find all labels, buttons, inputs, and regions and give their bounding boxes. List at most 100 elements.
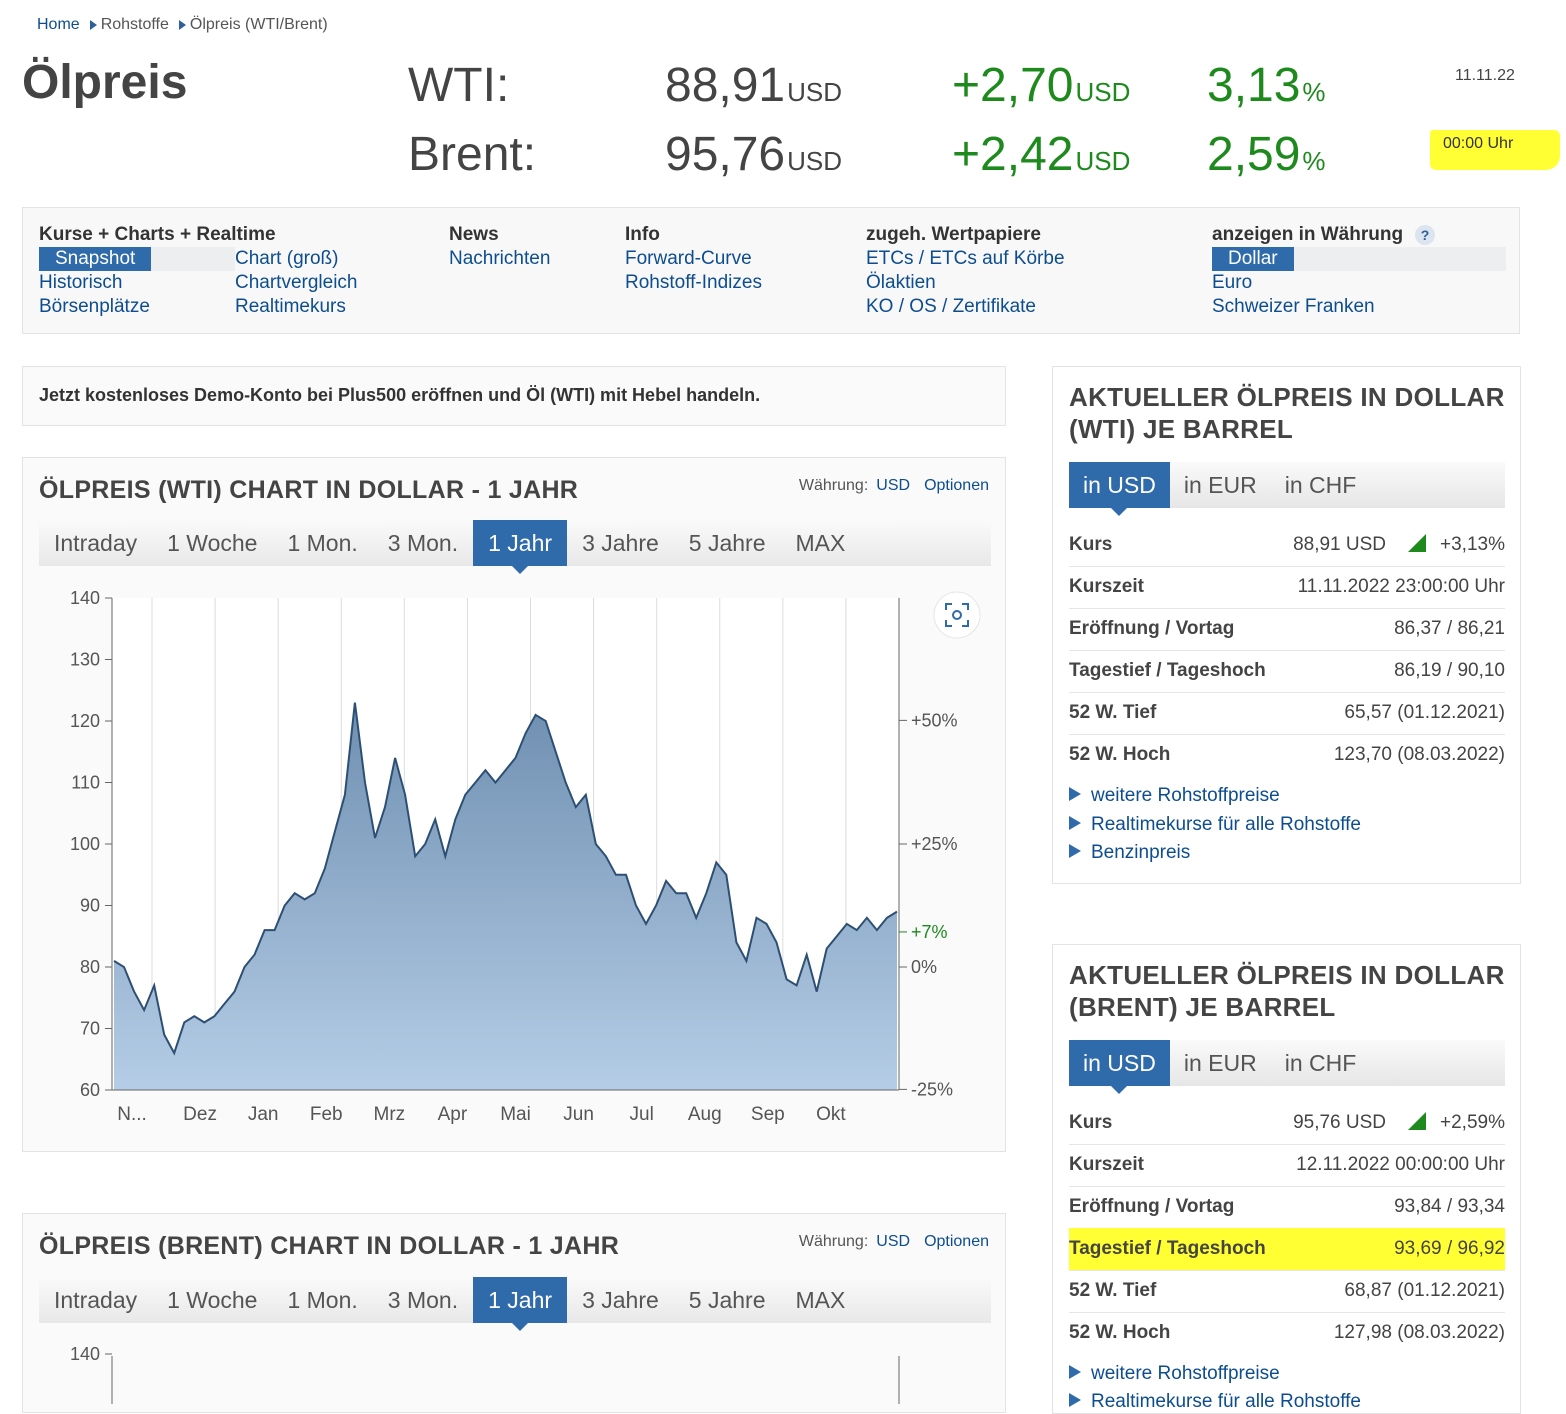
tab-in-chf[interactable]: in CHF — [1284, 472, 1357, 498]
brent-price-chart[interactable]: 140 — [23, 1334, 1005, 1404]
nav-link-oelaktien[interactable]: Ölaktien — [866, 272, 936, 293]
y-tick-label: 90 — [80, 896, 100, 916]
x-tick-label: Jun — [563, 1104, 594, 1125]
tab-in-usd[interactable]: in USD — [1069, 462, 1170, 516]
breadcrumb-item-rohstoffe[interactable]: Rohstoffe — [89, 16, 169, 34]
nav-group-info: Info Forward-Curve Rohstoff-Indizes — [625, 223, 762, 295]
breadcrumb-home[interactable]: Home — [37, 16, 80, 33]
nav-link-forward-curve[interactable]: Forward-Curve — [625, 248, 752, 269]
link-arrow-icon — [1069, 1365, 1081, 1379]
row-value: 11.11.2022 23:00:00 Uhr — [1297, 576, 1505, 597]
link-weitere-rohstoffpreise[interactable]: weitere Rohstoffpreise — [1069, 1363, 1280, 1385]
breadcrumb-item-current[interactable]: Ölpreis (WTI/Brent) — [178, 16, 328, 34]
chart-range-tabs: Intraday 1 Woche 1 Mon. 3 Mon. 1 Jahr 3 … — [39, 520, 991, 574]
currency-dollar[interactable]: Dollar — [1212, 247, 1294, 271]
currency-euro[interactable]: Euro — [1212, 272, 1253, 293]
tab-3-mon[interactable]: 3 Mon. — [387, 530, 459, 556]
row-52w-hoch: 52 W. Hoch 127,98 (08.03.2022) — [1069, 1312, 1505, 1354]
y-tick-label: 100 — [70, 834, 100, 854]
breadcrumb-arrow-icon — [89, 20, 97, 30]
panel-title: AKTUELLER ÖLPREIS IN DOLLAR (BRENT) JE B… — [1069, 960, 1505, 1022]
quote-change: +2,42USD — [952, 128, 1131, 181]
nav-link-snapshot[interactable]: Snapshot — [39, 247, 152, 271]
tab-intraday[interactable]: Intraday — [54, 1287, 138, 1313]
chart-card-brent: ÖLPREIS (BRENT) CHART IN DOLLAR - 1 JAHR… — [22, 1213, 1006, 1413]
tab-1-mon[interactable]: 1 Mon. — [287, 1287, 358, 1313]
nav-link-nachrichten[interactable]: Nachrichten — [449, 248, 551, 269]
nav-link-rohstoff-indizes[interactable]: Rohstoff-Indizes — [625, 272, 762, 293]
tab-3-mon[interactable]: 3 Mon. — [387, 1287, 459, 1313]
y2-tick-label: +50% — [911, 710, 958, 730]
x-tick-label: Okt — [816, 1104, 846, 1125]
tab-3-jahre[interactable]: 3 Jahre — [582, 1287, 659, 1313]
promo-banner[interactable]: Jetzt kostenloses Demo-Konto bei Plus500… — [22, 366, 1006, 426]
tab-intraday[interactable]: Intraday — [54, 530, 138, 556]
row-key: Kurs — [1069, 534, 1113, 555]
currency-select[interactable]: USD — [876, 1233, 911, 1250]
tab-1-jahr[interactable]: 1 Jahr — [473, 1277, 568, 1331]
y2-tick-label: +7% — [911, 922, 948, 942]
row-value: 95,76 USD +2,59% — [1293, 1112, 1505, 1133]
tab-5-jahre[interactable]: 5 Jahre — [688, 530, 766, 556]
y-tick-label: 110 — [71, 773, 100, 793]
row-eroeffnung: Eröffnung / Vortag 93,84 / 93,34 — [1069, 1186, 1505, 1229]
nav-heading: anzeigen in Währung? — [1212, 223, 1506, 247]
chart-axes: 140 130 120 110 100 90 80 70 60 N... Dez Jan Feb Mrz A… — [70, 588, 958, 1125]
tab-in-eur[interactable]: in EUR — [1183, 472, 1257, 498]
row-key: 52 W. Hoch — [1069, 1322, 1171, 1343]
row-52w-tief: 52 W. Tief 65,57 (01.12.2021) — [1069, 692, 1505, 735]
nav-link-etcs[interactable]: ETCs / ETCs auf Körbe — [866, 248, 1065, 269]
breadcrumb-label: Rohstoffe — [100, 16, 169, 33]
row-key: Kurszeit — [1069, 1154, 1144, 1175]
x-tick-label: Feb — [310, 1104, 343, 1125]
options-link[interactable]: Optionen — [924, 1233, 989, 1250]
row-tagestief: Tagestief / Tageshoch 86,19 / 90,10 — [1069, 650, 1505, 693]
tab-1-jahr[interactable]: 1 Jahr — [473, 520, 568, 574]
nav-group-kurse: Kurse + Charts + Realtime Snapshot Histo… — [39, 223, 358, 319]
y2-tick-label: +25% — [911, 834, 958, 854]
panel-brent: AKTUELLER ÖLPREIS IN DOLLAR (BRENT) JE B… — [1052, 944, 1521, 1414]
nav-link-zertifikate[interactable]: KO / OS / Zertifikate — [866, 296, 1036, 317]
currency-label: Währung: — [798, 1233, 869, 1250]
tab-5-jahre[interactable]: 5 Jahre — [688, 1287, 766, 1313]
quote-time: 00:00 Uhr — [1430, 130, 1560, 170]
tab-1-woche[interactable]: 1 Woche — [167, 1287, 258, 1313]
wti-price-chart[interactable]: 140 130 120 110 100 90 80 70 60 N... Dez Jan Feb Mrz A… — [23, 578, 1005, 1138]
row-value: 12.11.2022 00:00:00 Uhr — [1296, 1154, 1505, 1175]
row-eroeffnung: Eröffnung / Vortag 86,37 / 86,21 — [1069, 608, 1505, 651]
options-link[interactable]: Optionen — [924, 477, 989, 494]
currency-chf[interactable]: Schweizer Franken — [1212, 296, 1375, 317]
tab-max[interactable]: MAX — [795, 530, 846, 556]
tab-3-jahre[interactable]: 3 Jahre — [582, 530, 659, 556]
nav-link-boersenplaetze[interactable]: Börsenplätze — [39, 296, 150, 317]
tab-max[interactable]: MAX — [795, 1287, 846, 1313]
nav-link-chart-gross[interactable]: Chart (groß) — [235, 248, 339, 269]
tab-in-chf[interactable]: in CHF — [1284, 1050, 1357, 1076]
nav-link-historisch[interactable]: Historisch — [39, 272, 123, 293]
link-weitere-rohstoffpreise[interactable]: weitere Rohstoffpreise — [1069, 785, 1280, 807]
link-benzinpreis[interactable]: Benzinpreis — [1069, 842, 1190, 864]
row-value: 68,87 (01.12.2021) — [1344, 1280, 1505, 1301]
y-tick-label: 140 — [70, 1344, 100, 1364]
currency-select[interactable]: USD — [876, 477, 911, 494]
link-realtimekurse[interactable]: Realtimekurse für alle Rohstoffe — [1069, 1391, 1361, 1413]
tab-1-mon[interactable]: 1 Mon. — [287, 530, 358, 556]
zoom-button[interactable] — [933, 591, 981, 639]
nav-heading: zugeh. Wertpapiere — [866, 224, 1041, 245]
nav-link-realtimekurs[interactable]: Realtimekurs — [235, 296, 346, 317]
tab-in-eur[interactable]: in EUR — [1183, 1050, 1257, 1076]
page-title: Ölpreis — [22, 56, 188, 109]
help-icon[interactable]: ? — [1415, 224, 1436, 245]
link-realtimekurse[interactable]: Realtimekurse für alle Rohstoffe — [1069, 814, 1361, 836]
tab-in-usd[interactable]: in USD — [1069, 1040, 1170, 1094]
nav-link-chartvergleich[interactable]: Chartvergleich — [235, 272, 358, 293]
nav-heading: Info — [625, 224, 660, 245]
row-52w-hoch: 52 W. Hoch 123,70 (08.03.2022) — [1069, 734, 1505, 776]
tab-1-woche[interactable]: 1 Woche — [167, 530, 258, 556]
x-tick-label: Mai — [500, 1104, 531, 1125]
row-key: Tagestief / Tageshoch — [1069, 1238, 1266, 1259]
x-tick-label: Sep — [751, 1104, 785, 1125]
panel-title: AKTUELLER ÖLPREIS IN DOLLAR (WTI) JE BAR… — [1069, 382, 1505, 444]
quote-price: 88,91USD — [665, 59, 843, 112]
x-tick-label: Jan — [248, 1104, 279, 1125]
